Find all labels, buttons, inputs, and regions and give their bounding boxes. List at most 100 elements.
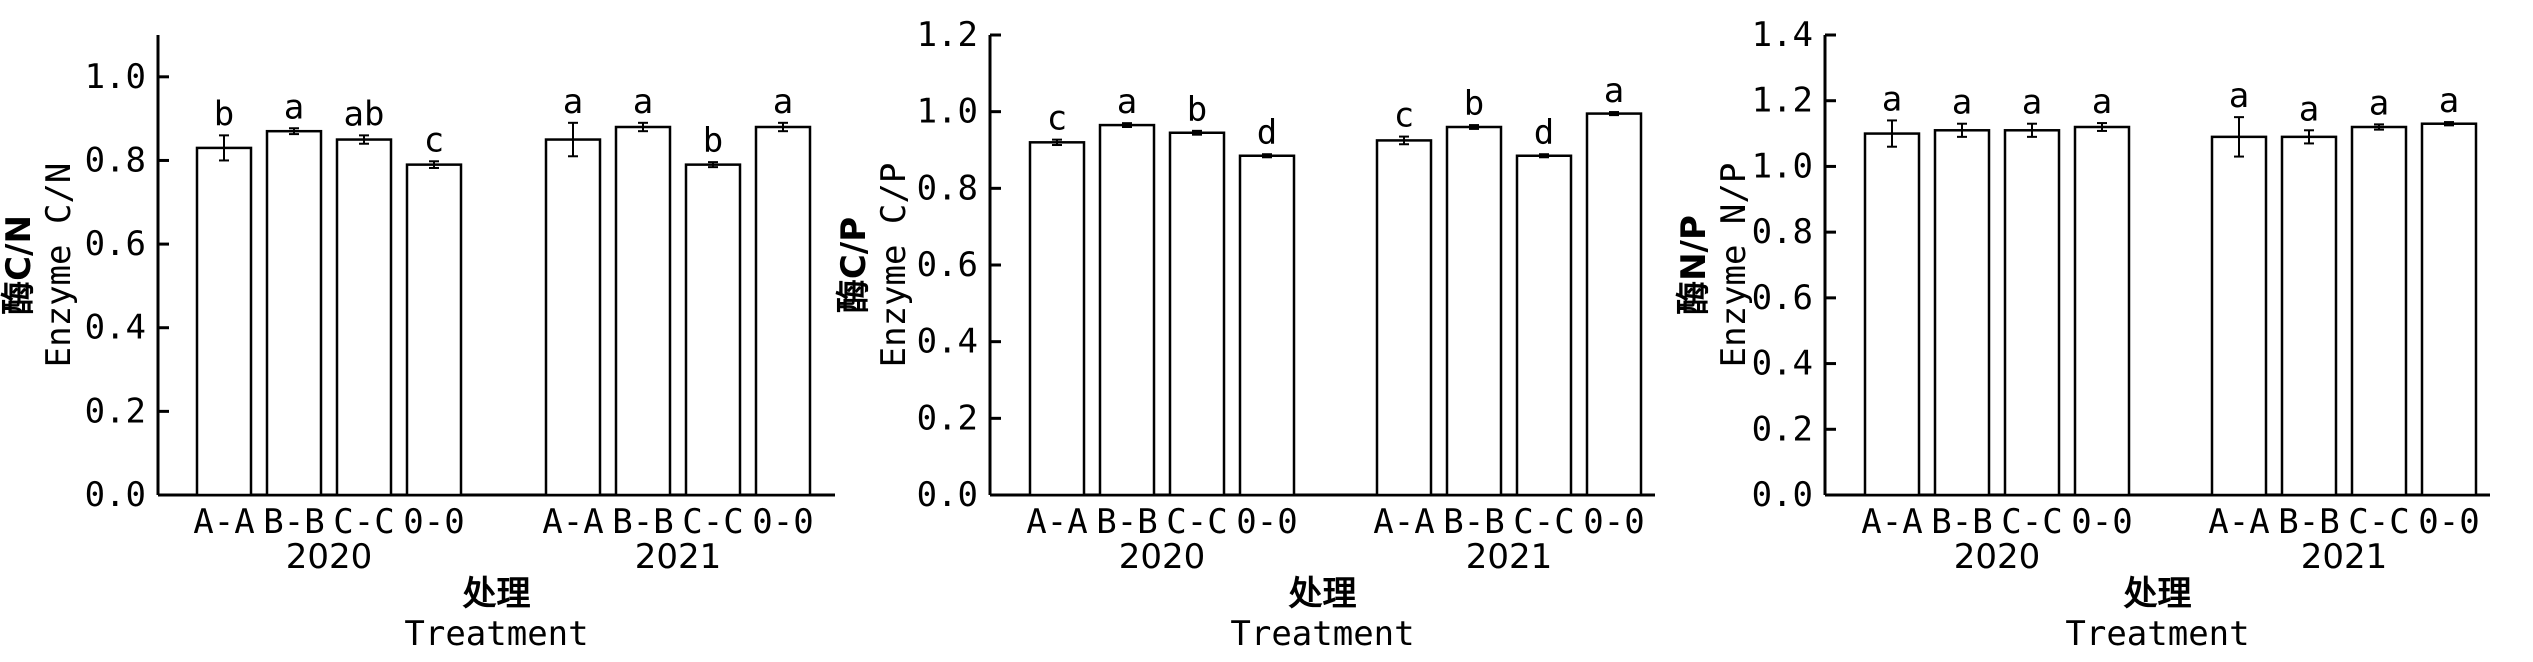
significance-letter: c	[1047, 99, 1067, 139]
year-label: 2020	[286, 537, 373, 577]
bar	[1445, 125, 1503, 497]
x-tick-label: 0-0	[1583, 502, 1644, 542]
bar	[1375, 139, 1433, 497]
x-tick-label: B-B	[1443, 502, 1504, 542]
x-axis-title-en: Treatment	[1230, 614, 1414, 654]
year-label: 2021	[635, 537, 722, 577]
chart-panel-1: 0.00.20.40.60.81.0bA-AaB-BabC-Cc0-02020a…	[0, 35, 835, 654]
y-axis-title-en: Enzyme C/N	[39, 163, 79, 368]
x-tick-label: A-A	[1373, 502, 1434, 542]
x-tick-label: B-B	[1931, 502, 1992, 542]
x-axis-title-cn: 处理	[462, 574, 531, 614]
x-tick-label: C-C	[1166, 502, 1227, 542]
y-tick-label: 0.2	[917, 398, 978, 438]
year-label: 2020	[1954, 537, 2041, 577]
x-tick-label: C-C	[2348, 502, 2409, 542]
y-tick-label: 0.6	[917, 245, 978, 285]
x-axis-title-cn: 处理	[1288, 574, 1357, 614]
bar	[544, 138, 602, 497]
significance-letter: a	[1952, 83, 1972, 123]
chart-panel-2: 0.0 0.2 0.4 0.6 0.8 1.0 1.2 c A-A a B-B b C-C d 0-0 202…	[834, 15, 1655, 654]
x-axis-title-en: Treatment	[2065, 614, 2249, 654]
y-tick-label: 1.2	[917, 15, 978, 55]
x-tick-label: 0-0	[2418, 502, 2479, 542]
y-tick-label: 0.8	[917, 168, 978, 208]
x-tick-label: B-B	[612, 502, 673, 542]
bar	[1098, 123, 1156, 497]
x-tick-label: 0-0	[2071, 502, 2132, 542]
bar	[405, 163, 463, 497]
y-tick-label: 0.2	[85, 391, 146, 431]
significance-letter: a	[1882, 79, 1902, 119]
bar	[2420, 122, 2478, 497]
y-tick-label: 0.8	[1752, 212, 1813, 252]
significance-letter: d	[1534, 113, 1554, 153]
year-label: 2020	[1119, 537, 1206, 577]
y-tick-label: 1.0	[85, 57, 146, 97]
y-axis-title-cn: 酶N/P	[1674, 215, 1714, 315]
year-label: 2021	[1466, 537, 1553, 577]
bar	[1238, 154, 1296, 497]
x-tick-label: C-C	[682, 502, 743, 542]
significance-letter: a	[1604, 71, 1624, 111]
significance-letter: d	[1257, 113, 1277, 153]
x-tick-label: 0-0	[752, 502, 813, 542]
y-tick-label: 0.0	[917, 475, 978, 515]
x-tick-label: C-C	[1513, 502, 1574, 542]
bar	[1168, 131, 1226, 497]
bar	[265, 129, 323, 497]
y-tick-label: 1.0	[1752, 146, 1813, 186]
bar	[2003, 129, 2061, 497]
bar	[2210, 135, 2268, 497]
y-tick-label: 0.6	[1752, 278, 1813, 318]
y-tick-label: 0.0	[1752, 475, 1813, 515]
significance-letter: a	[2229, 76, 2249, 116]
chart-panel-3: 0.0 0.2 0.4 0.6 0.8 1.0 1.2 1.4 a A-A a B-B a C-C a 0-0…	[1674, 15, 2490, 654]
significance-letter: b	[1187, 90, 1207, 130]
y-tick-label: 0.6	[85, 224, 146, 264]
y-tick-label: 1.0	[917, 92, 978, 132]
x-tick-label: B-B	[2278, 502, 2339, 542]
x-tick-label: A-A	[1026, 502, 1087, 542]
bar	[754, 125, 812, 497]
significance-letter: a	[2092, 82, 2112, 122]
bar	[2280, 135, 2338, 497]
significance-letter: a	[563, 82, 583, 122]
y-tick-label: 0.8	[85, 140, 146, 180]
significance-letter: a	[1117, 82, 1137, 122]
significance-letter: b	[703, 121, 723, 161]
x-tick-label: C-C	[2001, 502, 2062, 542]
year-label: 2021	[2301, 537, 2388, 577]
x-axis-title-en: Treatment	[404, 614, 588, 654]
x-tick-label: 0-0	[403, 502, 464, 542]
y-tick-label: 1.4	[1752, 15, 1813, 55]
y-axis-title-en: Enzyme C/P	[874, 163, 914, 368]
bar	[1028, 141, 1086, 497]
significance-letter: a	[2369, 83, 2389, 123]
significance-letter: a	[284, 87, 304, 127]
x-tick-label: B-B	[1096, 502, 1157, 542]
significance-letter: a	[773, 82, 793, 122]
significance-letter: c	[1394, 96, 1414, 136]
significance-letter: b	[1464, 84, 1484, 124]
significance-letter: a	[2439, 81, 2459, 121]
y-tick-label: 0.4	[85, 308, 146, 348]
bar	[335, 138, 393, 497]
bar	[614, 125, 672, 497]
y-tick-label: 0.0	[85, 475, 146, 515]
y-tick-label: 0.2	[1752, 409, 1813, 449]
bar	[1933, 129, 1991, 497]
bar	[2350, 125, 2408, 497]
x-tick-label: A-A	[2208, 502, 2269, 542]
x-tick-label: A-A	[193, 502, 254, 542]
y-tick-label: 0.4	[1752, 344, 1813, 384]
x-axis-title-cn: 处理	[2123, 574, 2192, 614]
x-tick-label: A-A	[542, 502, 603, 542]
bar	[1863, 132, 1921, 497]
x-tick-label: A-A	[1861, 502, 1922, 542]
y-tick-label: 1.2	[1752, 81, 1813, 121]
y-axis-title-cn: 酶C/P	[834, 217, 874, 313]
bar	[1515, 154, 1573, 497]
bar	[2073, 125, 2131, 497]
